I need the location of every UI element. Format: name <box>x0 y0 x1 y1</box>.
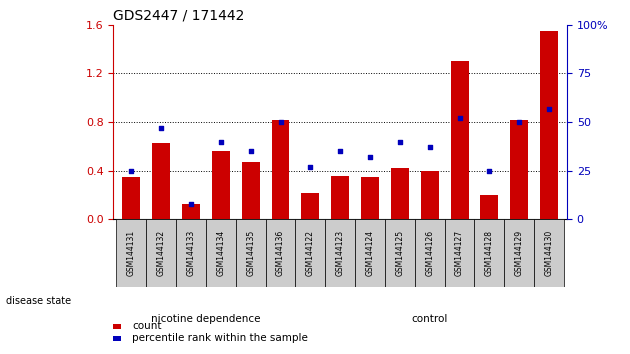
Text: GSM144132: GSM144132 <box>157 230 166 276</box>
Bar <box>236 219 266 287</box>
Point <box>425 144 435 150</box>
Text: nicotine dependence: nicotine dependence <box>151 314 261 324</box>
Point <box>216 139 226 144</box>
Text: count: count <box>132 321 162 331</box>
Bar <box>534 219 564 287</box>
Text: GSM144128: GSM144128 <box>485 230 494 276</box>
Bar <box>206 219 236 287</box>
Point <box>306 164 316 170</box>
Point <box>484 168 495 173</box>
Point <box>365 154 375 160</box>
Text: GSM144134: GSM144134 <box>216 230 226 276</box>
Point <box>514 119 524 125</box>
Bar <box>212 152 230 219</box>
Text: GSM144123: GSM144123 <box>336 230 345 276</box>
Point <box>156 125 166 131</box>
Text: GSM144131: GSM144131 <box>127 230 136 276</box>
Bar <box>301 193 319 219</box>
Text: GSM144129: GSM144129 <box>515 230 524 276</box>
Bar <box>355 219 385 287</box>
Bar <box>421 171 438 219</box>
Bar <box>272 120 289 219</box>
Text: GSM144125: GSM144125 <box>396 230 404 276</box>
Point <box>395 139 405 144</box>
Bar <box>152 143 170 219</box>
Point <box>246 149 256 154</box>
Bar <box>331 176 349 219</box>
Bar <box>117 219 146 287</box>
Bar <box>361 177 379 219</box>
Text: disease state: disease state <box>6 296 71 306</box>
Bar <box>391 169 409 219</box>
Text: control: control <box>411 314 448 324</box>
Point <box>275 119 285 125</box>
Bar <box>266 219 295 287</box>
Point <box>126 168 136 173</box>
Point <box>186 201 196 207</box>
Text: GSM144124: GSM144124 <box>365 230 375 276</box>
Bar <box>474 219 505 287</box>
Point <box>335 149 345 154</box>
Bar <box>510 120 528 219</box>
Bar <box>415 219 445 287</box>
Text: GDS2447 / 171442: GDS2447 / 171442 <box>113 8 245 22</box>
Text: GSM144122: GSM144122 <box>306 230 315 276</box>
Bar <box>505 219 534 287</box>
Bar <box>385 219 415 287</box>
Bar <box>182 204 200 219</box>
Bar <box>481 195 498 219</box>
Bar <box>242 162 260 219</box>
Bar <box>540 31 558 219</box>
Text: GSM144135: GSM144135 <box>246 230 255 276</box>
Bar <box>122 177 140 219</box>
Bar <box>176 219 206 287</box>
Text: GSM144126: GSM144126 <box>425 230 434 276</box>
Point <box>454 115 464 121</box>
Text: GSM144130: GSM144130 <box>544 230 554 276</box>
Bar <box>325 219 355 287</box>
Text: percentile rank within the sample: percentile rank within the sample <box>132 333 308 343</box>
Text: GSM144127: GSM144127 <box>455 230 464 276</box>
Bar <box>445 219 474 287</box>
Bar <box>450 61 469 219</box>
Bar <box>295 219 325 287</box>
Point <box>544 105 554 111</box>
Text: GSM144133: GSM144133 <box>186 230 195 276</box>
Bar <box>146 219 176 287</box>
Text: GSM144136: GSM144136 <box>276 230 285 276</box>
